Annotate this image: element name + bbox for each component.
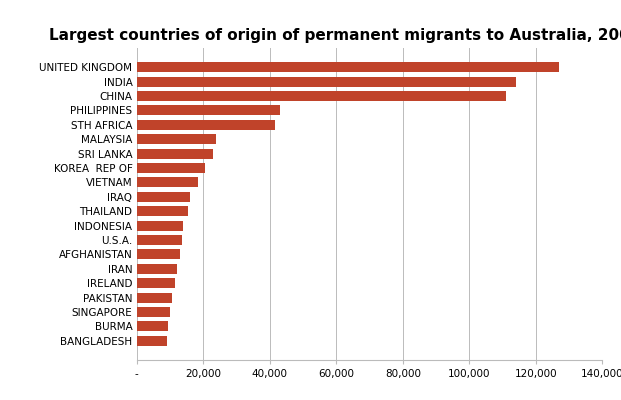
Bar bbox=[137, 105, 279, 116]
Bar bbox=[137, 120, 274, 130]
Bar bbox=[137, 163, 205, 173]
Bar bbox=[137, 307, 170, 317]
Bar bbox=[137, 321, 168, 332]
Title: Largest countries of origin of permanent migrants to Australia, 2006-2011: Largest countries of origin of permanent… bbox=[50, 28, 621, 43]
Bar bbox=[137, 76, 516, 87]
Bar bbox=[137, 264, 176, 274]
Bar bbox=[137, 177, 198, 188]
Bar bbox=[137, 91, 506, 101]
Bar bbox=[137, 278, 175, 288]
Bar bbox=[137, 62, 559, 72]
Bar bbox=[137, 292, 171, 303]
Bar bbox=[137, 134, 217, 144]
Bar bbox=[137, 192, 190, 202]
Bar bbox=[137, 235, 181, 245]
Bar bbox=[137, 148, 213, 159]
Bar bbox=[137, 249, 180, 260]
Bar bbox=[137, 220, 183, 231]
Bar bbox=[137, 336, 166, 346]
Bar bbox=[137, 206, 188, 216]
